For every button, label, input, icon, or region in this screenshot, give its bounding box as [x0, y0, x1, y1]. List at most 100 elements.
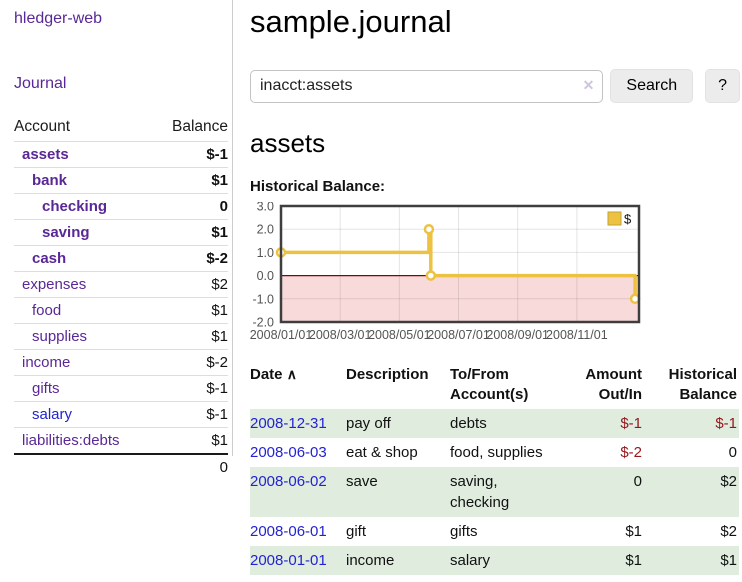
register-cell-description: pay off — [346, 408, 450, 438]
account-balance: $-1 — [153, 375, 228, 402]
sidebar-account-link[interactable]: saving — [42, 224, 90, 241]
register-header-balance: Historical Balance — [668, 366, 737, 404]
account-title: assets — [250, 128, 326, 158]
account-row: cash $-2 — [14, 245, 228, 272]
main-content: sample.journal ✕ Search ? assets Histori… — [250, 0, 740, 575]
account-row: gifts $-1 — [14, 375, 228, 402]
account-row: supplies $1 — [14, 323, 228, 350]
account-row: salary $-1 — [14, 401, 228, 428]
x-axis-tick-label: 2008/11/01 — [546, 328, 608, 342]
register-cell-date: 2008-06-01 — [250, 517, 346, 546]
y-axis-tick-label: -1.0 — [252, 292, 274, 306]
sidebar-item-journal[interactable]: Journal — [14, 75, 67, 92]
register-cell-amount: $1 — [625, 522, 642, 540]
y-axis-tick-label: 2.0 — [257, 223, 274, 237]
y-axis-tick-label: -2.0 — [252, 316, 274, 330]
y-axis-tick-label: 1.0 — [257, 246, 274, 260]
historical-balance-chart: 3.0 2.0 1.0 0.0 -1.0 -2.0 2008/01/01 2008/03/01… — [245, 202, 740, 348]
register-header-amount: Amount Out/In — [585, 366, 642, 404]
account-row: income $-2 — [14, 349, 228, 376]
register-cell-description: income — [346, 545, 450, 575]
accounts-header-row: Account Balance — [14, 114, 228, 142]
register-row: 2008-12-31 pay off debts $-1 $-1 — [250, 408, 739, 438]
register-cell-amount: $1 — [562, 545, 644, 575]
register-cell-amount: $-2 — [620, 443, 642, 461]
sidebar-account-link[interactable]: liabilities:debts — [22, 432, 120, 449]
account-row: bank $1 — [14, 167, 228, 194]
account-balance: $-1 — [153, 401, 228, 428]
sidebar-account-link[interactable]: assets — [22, 146, 69, 163]
account-balance: $1 — [153, 427, 228, 454]
register-row: 2008-06-03 eat & shop food, supplies $-2 0 — [250, 438, 739, 467]
register-cell-amount: $-1 — [562, 408, 644, 438]
sort-ascending-icon: ∧ — [286, 366, 297, 382]
account-balance: $-2 — [153, 349, 228, 376]
register-cell-balance: $-1 — [644, 408, 739, 438]
sidebar-account-link[interactable]: salary — [32, 406, 73, 423]
app-brand-link[interactable]: hledger-web — [14, 10, 103, 27]
clear-search-icon[interactable]: ✕ — [582, 76, 595, 93]
data-point-marker — [423, 223, 435, 235]
chart-label: Historical Balance: — [250, 178, 386, 195]
x-axis-tick-label: 2008/01/01 — [250, 328, 313, 342]
page-title: sample.journal — [250, 4, 452, 39]
help-button[interactable]: ? — [705, 69, 740, 103]
transaction-date-link[interactable]: 2008-01-01 — [250, 551, 327, 569]
register-cell-accounts: debts — [450, 408, 562, 438]
transaction-date-link[interactable]: 2008-06-02 — [250, 472, 327, 490]
sidebar-account-link[interactable]: expenses — [22, 276, 87, 293]
sidebar-account-link[interactable]: income — [22, 354, 71, 371]
x-axis-tick-label: 2008/07/01 — [427, 328, 490, 342]
register-header-accounts: To/From Account(s) — [450, 366, 529, 404]
x-axis-tick-label: 2008/05/01 — [368, 328, 431, 342]
accounts-total-value: 0 — [153, 453, 228, 480]
account-balance: $1 — [153, 323, 228, 350]
account-row: expenses $2 — [14, 271, 228, 298]
sidebar: hledger-web Journal Account Balance asse… — [0, 0, 233, 480]
account-balance: $2 — [153, 271, 228, 298]
search-input-wrap: ✕ — [250, 69, 604, 103]
sidebar-account-link[interactable]: supplies — [32, 328, 88, 345]
transaction-date-link[interactable]: 2008-06-01 — [250, 522, 327, 540]
data-point-marker — [425, 270, 437, 281]
register-cell-accounts: gifts — [450, 522, 478, 540]
search-input[interactable] — [250, 69, 604, 103]
x-axis-tick-label: 2008/03/01 — [309, 328, 372, 342]
y-axis-tick-label: 3.0 — [257, 202, 274, 214]
negative-region-fill — [281, 275, 639, 322]
sidebar-account-link[interactable]: checking — [42, 198, 108, 215]
plot-border — [279, 204, 641, 324]
register-row: 2008-06-01 gift gifts $1 $2 — [250, 517, 739, 546]
sidebar-account-link[interactable]: bank — [32, 172, 68, 189]
register-cell-accounts: saving, checking — [450, 466, 562, 517]
sidebar-account-link[interactable]: gifts — [32, 380, 60, 397]
search-button[interactable]: Search — [610, 69, 694, 103]
y-axis-tick-label: 0.0 — [257, 269, 274, 283]
x-axis-tick-label: 2008/09/01 — [486, 328, 549, 342]
register-row: 2008-06-02 save saving, checking 0 $2 — [250, 466, 739, 517]
sidebar-account-link[interactable]: food — [32, 302, 62, 319]
account-row: saving $1 — [14, 219, 228, 246]
register-cell-description: save — [346, 466, 450, 517]
accounts-table: Account Balance assets $-1 bank $1 checking 0… — [14, 114, 228, 480]
chart-canvas: 3.0 2.0 1.0 0.0 -1.0 -2.02008/01/012008/03/01… — [250, 202, 641, 342]
date-header-label: Date — [250, 366, 283, 383]
accounts-header-account: Account — [14, 118, 71, 135]
register-cell-amount: 0 — [562, 466, 644, 517]
register-cell-date: 2008-12-31 — [250, 408, 346, 438]
register-cell-balance: $2 — [720, 522, 737, 540]
accounts-header-balance: Balance — [171, 118, 228, 135]
register-table: Date ∧ Description To/From Account(s) Am… — [250, 362, 739, 575]
account-row: liabilities:debts $1 — [14, 427, 228, 454]
register-header-date[interactable]: Date ∧ — [250, 362, 346, 409]
legend-swatch — [607, 211, 622, 226]
register-cell-date: 2008-06-03 — [250, 438, 346, 467]
account-row: checking 0 — [14, 193, 228, 220]
register-cell-balance: 0 — [728, 443, 737, 461]
transaction-date-link[interactable]: 2008-06-03 — [250, 443, 327, 461]
sidebar-account-link[interactable]: cash — [32, 250, 67, 267]
account-balance: $1 — [153, 167, 228, 194]
register-cell-balance: $1 — [644, 545, 739, 575]
transaction-date-link[interactable]: 2008-12-31 — [250, 414, 327, 432]
register-cell-accounts: salary — [450, 545, 562, 575]
